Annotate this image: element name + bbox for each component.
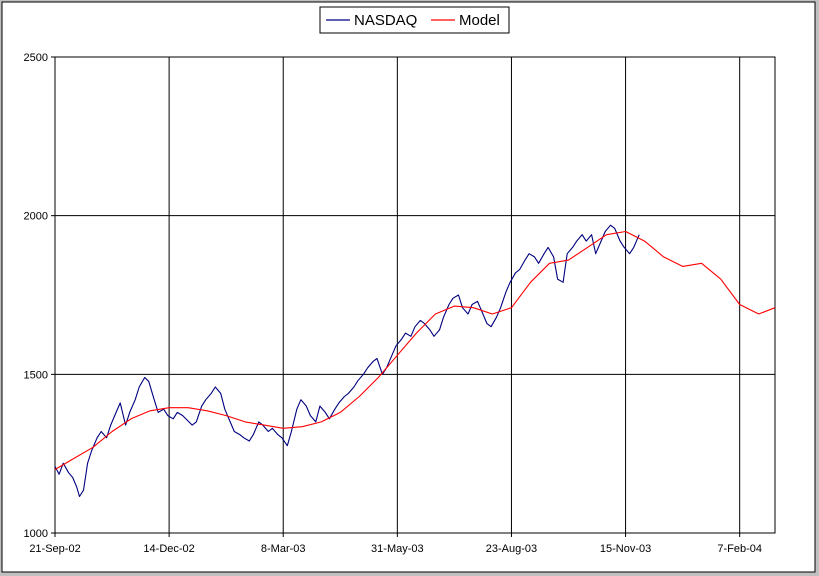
x-tick-label: 8-Mar-03: [261, 543, 306, 555]
x-tick-label: 31-May-03: [371, 543, 424, 555]
y-tick-label: 1500: [24, 369, 48, 381]
legend: NASDAQ Model: [319, 6, 510, 34]
x-tick-label: 14-Dec-02: [143, 543, 194, 555]
series-layer: [54, 224, 776, 498]
legend-box: [319, 6, 510, 34]
y-tick-label: 2500: [24, 52, 48, 64]
x-tick-label: 23-Aug-03: [486, 543, 537, 555]
series-line-model: [54, 230, 776, 470]
legend-label-nasdaq: NASDAQ: [354, 12, 417, 29]
x-tick-label: 7-Feb-04: [717, 543, 762, 555]
plot-area: [54, 56, 776, 534]
x-tick-label: 15-Nov-03: [600, 543, 651, 555]
y-tick-label: 2000: [24, 211, 48, 223]
y-tick-label: 1000: [24, 528, 48, 540]
tick-layer: 1000 1500 2000 2500 21-Sep-02 14-Dec-02 8-Mar-…: [24, 52, 762, 555]
x-tick-label: 21-Sep-02: [29, 543, 80, 555]
legend-label-model: Model: [459, 12, 500, 29]
series-line-nasdaq: [54, 224, 640, 498]
